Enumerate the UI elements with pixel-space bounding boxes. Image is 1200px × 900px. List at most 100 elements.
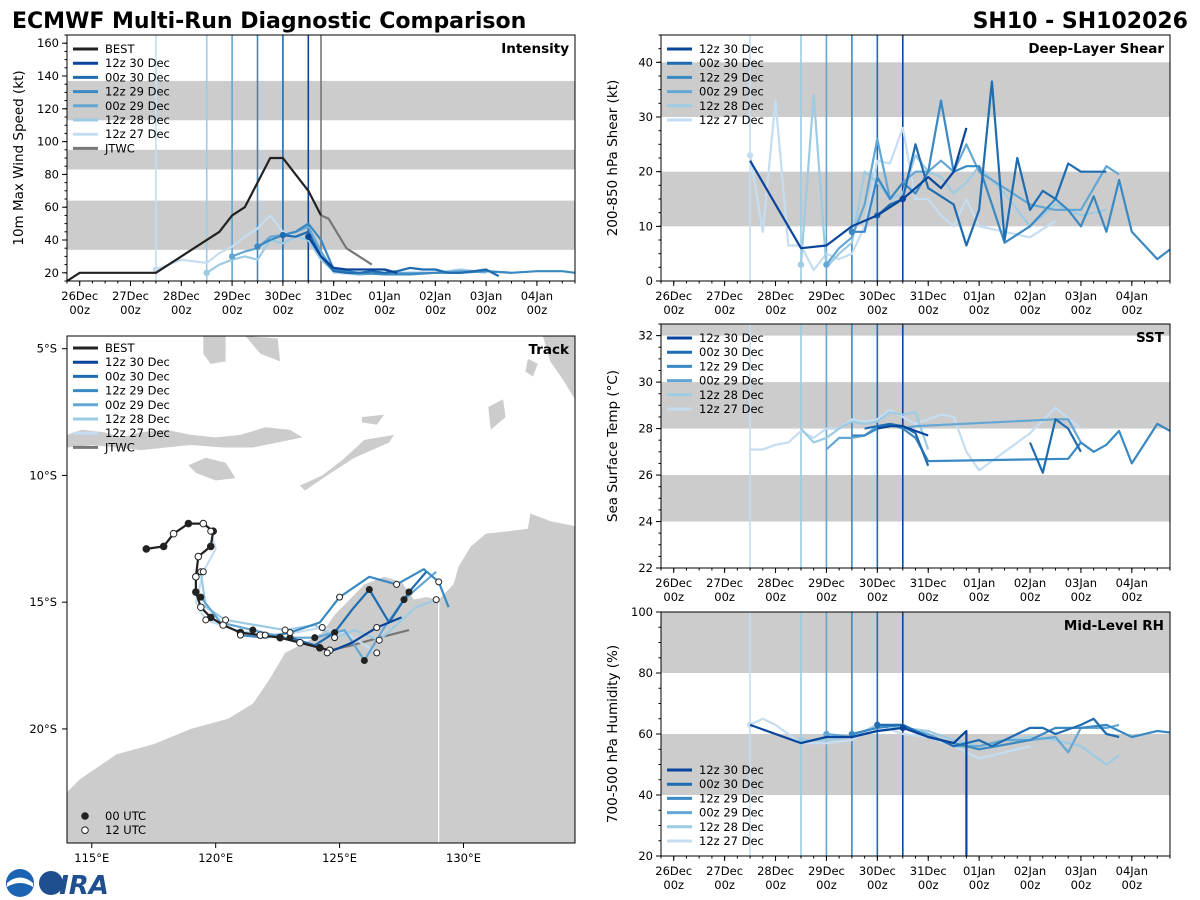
rh-legend-label: 00z 29 Dec <box>699 806 764 820</box>
shear-x-tick-hour: 00z <box>969 303 990 317</box>
shear-series-line-12z-29-dec <box>851 99 1170 261</box>
rh-x-tick-date: 04Jan <box>1116 864 1148 878</box>
shear-x-tick-date: 28Dec <box>757 289 794 303</box>
intensity-y-tick-label: 120 <box>37 102 59 116</box>
sst-x-tick-hour: 00z <box>765 590 786 604</box>
track-legend-label: JTWC <box>104 440 135 454</box>
sst-y-tick-label: 22 <box>638 561 653 575</box>
shear-x-tick-date: 29Dec <box>808 289 845 303</box>
track-lon-tick-label: 120°E <box>198 851 233 865</box>
intensity-x-tick-date: 03Jan <box>470 289 502 303</box>
intensity-y-tick-label: 60 <box>44 200 59 214</box>
rh-y-tick-label: 100 <box>631 605 653 619</box>
rh-series-line-12z-30-dec <box>749 723 968 856</box>
intensity-x-tick-date: 29Dec <box>214 289 251 303</box>
sst-legend-label: 12z 30 Dec <box>699 331 764 345</box>
rh-y-tick-label: 60 <box>638 727 653 741</box>
shear-x-tick-label: 26Dec 00z <box>655 289 692 317</box>
track-forecast-point <box>400 596 408 604</box>
intensity-legend-label: 12z 28 Dec <box>105 113 170 127</box>
rh-legend-label: 12z 29 Dec <box>699 791 764 805</box>
land-buton <box>245 336 281 362</box>
sst-x-tick-label: 28Dec 00z <box>757 576 794 604</box>
storm-id: SH10 - SH102026 <box>973 9 1188 34</box>
rh-x-tick-hour: 00z <box>816 878 837 892</box>
intensity-x-tick-hour: 00z <box>222 303 243 317</box>
intensity-x-tick-label: 30Dec 00z <box>264 289 301 317</box>
rh-legend-label: 12z 28 Dec <box>699 820 764 834</box>
shear-y-tick-label: 0 <box>646 274 653 288</box>
track-forecast-point <box>261 631 269 639</box>
sst-x-tick-label: 02Jan 00z <box>1014 576 1046 604</box>
rh-x-tick-date: 31Dec <box>910 864 947 878</box>
intensity-x-tick-label: 02Jan 00z <box>419 289 451 317</box>
intensity-y-tick-label: 160 <box>37 36 59 50</box>
track-forecast-point <box>323 649 331 657</box>
sst-threshold-band <box>661 324 1170 336</box>
intensity-x-tick-hour: 00z <box>171 303 192 317</box>
sst-x-tick-date: 02Jan <box>1014 576 1046 590</box>
rh-x-tick-date: 30Dec <box>859 864 896 878</box>
sst-series-group <box>750 406 1170 474</box>
sst-y-tick-label: 26 <box>638 468 653 482</box>
intensity-x-tick-date: 30Dec <box>264 289 301 303</box>
intensity-init-point <box>254 243 261 250</box>
sst-x-tick-hour: 00z <box>1071 590 1092 604</box>
track-legend-label: 12z 30 Dec <box>105 355 170 369</box>
shear-x-tick-date: 03Jan <box>1065 289 1097 303</box>
shear-x-tick-label: 29Dec 00z <box>808 289 845 317</box>
intensity-x-tick-date: 31Dec <box>315 289 352 303</box>
rh-x-tick-date: 26Dec <box>655 864 692 878</box>
track-forecast-point <box>281 626 289 634</box>
track-marker-legend-label: 12 UTC <box>105 823 146 837</box>
sst-x-tick-date: 27Dec <box>706 576 743 590</box>
shear-x-tick-label: 31Dec 00z <box>910 289 947 317</box>
sst-series-line-00z-30-dec <box>864 418 1082 474</box>
rh-x-tick-date: 29Dec <box>808 864 845 878</box>
sst-y-tick-label: 28 <box>638 422 653 436</box>
shear-series-line-00z-29-dec <box>825 137 1120 266</box>
rh-x-tick-date: 01Jan <box>963 864 995 878</box>
intensity-x-tick-label: 04Jan 00z <box>521 289 553 317</box>
track-forecast-point <box>393 580 401 588</box>
rh-x-tick-hour: 00z <box>714 878 735 892</box>
sst-x-tick-label: 27Dec 00z <box>706 576 743 604</box>
rh-x-tick-hour: 00z <box>1121 878 1142 892</box>
sst-x-tick-label: 30Dec 00z <box>859 576 896 604</box>
rh-x-tick-hour: 00z <box>969 878 990 892</box>
sst-x-tick-date: 03Jan <box>1065 576 1097 590</box>
shear-series-line-12z-27-dec <box>749 99 1057 272</box>
intensity-x-tick-label: 01Jan 00z <box>368 289 400 317</box>
intensity-panel-title: Intensity <box>501 41 569 57</box>
intensity-x-tick-label: 31Dec 00z <box>315 289 352 317</box>
shear-x-tick-label: 02Jan 00z <box>1014 289 1046 317</box>
intensity-x-tick-label: 26Dec 00z <box>61 289 98 317</box>
rh-x-tick-date: 03Jan <box>1065 864 1097 878</box>
land-papua <box>542 336 575 400</box>
track-forecast-point <box>375 636 383 644</box>
rh-legend-label: 12z 30 Dec <box>699 763 764 777</box>
intensity-y-tick-label: 100 <box>37 135 59 149</box>
shear-series-group <box>746 80 1170 272</box>
shear-legend-label: 12z 30 Dec <box>699 42 764 56</box>
rh-x-tick-label: 28Dec 00z <box>757 864 794 892</box>
rh-x-tick-date: 28Dec <box>757 864 794 878</box>
land-kai <box>525 358 538 377</box>
track-forecast-point <box>331 634 339 642</box>
track-lon-tick-label: 130°E <box>446 851 481 865</box>
shear-x-tick-date: 31Dec <box>910 289 947 303</box>
rh-x-tick-label: 30Dec 00z <box>859 864 896 892</box>
intensity-legend-label: 12z 29 Dec <box>105 85 170 99</box>
sst-x-tick-date: 01Jan <box>963 576 995 590</box>
sst-x-tick-date: 29Dec <box>808 576 845 590</box>
track-forecast-point <box>311 634 319 642</box>
rh-x-tick-date: 02Jan <box>1014 864 1046 878</box>
sst-y-tick-label: 24 <box>638 515 653 529</box>
shear-x-tick-hour: 00z <box>816 303 837 317</box>
track-axes-frame <box>66 335 576 844</box>
sst-x-tick-hour: 00z <box>714 590 735 604</box>
sst-x-tick-date: 31Dec <box>910 576 947 590</box>
sst-x-tick-hour: 00z <box>663 590 684 604</box>
intensity-x-tick-date: 04Jan <box>521 289 553 303</box>
